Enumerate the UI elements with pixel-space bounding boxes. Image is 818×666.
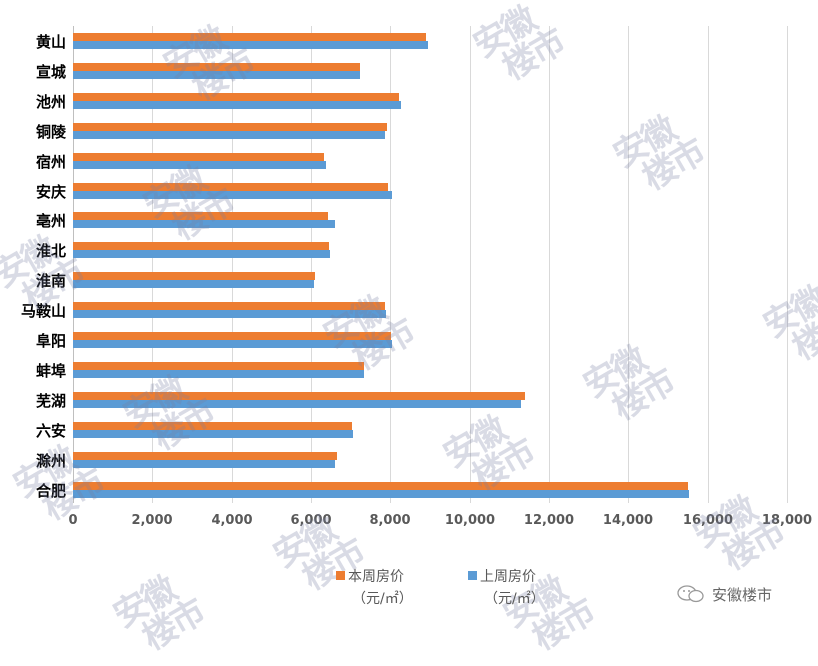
- bar-current-week: [73, 152, 325, 161]
- chart-row: 蚌埠: [0, 355, 818, 385]
- gridline: [390, 26, 391, 503]
- x-tick-label: 16,000: [682, 513, 734, 528]
- legend-label-current: 本周房价: [348, 569, 404, 585]
- bar-previous-week: [73, 399, 521, 408]
- legend-swatch-orange: [336, 571, 345, 580]
- chart-row: 亳州: [0, 205, 818, 235]
- chart-row: 合肥: [0, 475, 818, 505]
- category-label: 淮北: [35, 242, 66, 261]
- chart-row: 池州: [0, 86, 818, 116]
- bar-previous-week: [73, 130, 385, 139]
- x-tick-label: 6,000: [290, 513, 332, 528]
- x-tick-label: 18,000: [761, 513, 813, 528]
- gridline: [787, 26, 788, 503]
- category-label: 淮南: [35, 272, 66, 291]
- x-tick-label: 14,000: [602, 513, 654, 528]
- category-label: 马鞍山: [20, 302, 66, 321]
- bar-current-week: [73, 361, 365, 370]
- chart-row: 淮北: [0, 235, 818, 265]
- chart-row: 阜阳: [0, 325, 818, 355]
- wechat-icon: [677, 585, 704, 603]
- bar-current-week: [73, 391, 525, 400]
- chart-row: 宣城: [0, 56, 818, 86]
- category-label: 滁州: [35, 451, 66, 470]
- bar-current-week: [73, 62, 360, 71]
- chart-row: 宿州: [0, 146, 818, 176]
- category-label: 六安: [35, 421, 66, 440]
- bar-previous-week: [73, 160, 327, 169]
- bar-previous-week: [73, 489, 690, 498]
- gridline: [152, 26, 153, 503]
- x-tick-label: 2,000: [131, 513, 173, 528]
- category-label: 蚌埠: [35, 361, 66, 380]
- gridline: [232, 26, 233, 503]
- chart-row: 安庆: [0, 176, 818, 206]
- bar-previous-week: [73, 340, 392, 348]
- category-label: 亳州: [35, 212, 66, 231]
- footer-account: 安徽楼市: [676, 584, 772, 605]
- category-label: 宿州: [35, 152, 66, 171]
- legend-label-previous: 上周房价: [480, 569, 536, 585]
- legend-unit-previous: （元/㎡）: [484, 591, 545, 607]
- bar-previous-week: [73, 369, 365, 378]
- bar-previous-week: [73, 70, 360, 79]
- legend-unit-current: （元/㎡）: [352, 591, 413, 607]
- bar-current-week: [73, 481, 688, 490]
- category-label: 阜阳: [35, 332, 66, 350]
- chart-row: 黄山: [0, 26, 818, 56]
- bar-current-week: [73, 451, 337, 460]
- bar-current-week: [73, 272, 315, 281]
- category-label: 池州: [35, 92, 66, 111]
- chart-row: 马鞍山: [0, 295, 818, 325]
- legend-swatch-blue: [468, 571, 477, 580]
- chart-row: 六安: [0, 415, 818, 445]
- legend-item-current-week: 本周房价 （元/㎡）: [336, 566, 413, 608]
- bar-current-week: [73, 182, 388, 191]
- category-label: 铜陵: [35, 122, 66, 141]
- bar-chart: 0 2,000 4,000 6,000 8,000 10,000 12,000 14,000 1…: [0, 26, 818, 528]
- bar-previous-week: [73, 220, 335, 229]
- category-label: 宣城: [35, 62, 66, 81]
- chart-row: 芜湖: [0, 385, 818, 415]
- chart-row: 淮南: [0, 265, 818, 295]
- gridline: [470, 26, 471, 503]
- gridline: [311, 26, 312, 503]
- category-label: 安庆: [35, 182, 66, 201]
- category-label: 芜湖: [35, 391, 66, 410]
- footer-account-name: 安徽楼市: [712, 586, 773, 604]
- bar-current-week: [73, 302, 385, 311]
- category-label: 黄山: [35, 33, 66, 51]
- bar-previous-week: [73, 250, 331, 259]
- gridline: [549, 26, 550, 503]
- bar-current-week: [73, 212, 329, 221]
- bar-previous-week: [73, 459, 335, 468]
- y-axis-line: [73, 26, 74, 503]
- x-tick-label: 12,000: [523, 513, 575, 528]
- bar-previous-week: [73, 310, 386, 319]
- bar-previous-week: [73, 41, 429, 49]
- x-tick-label: 8,000: [369, 513, 411, 528]
- bar-current-week: [73, 242, 329, 251]
- bar-current-week: [73, 122, 388, 131]
- bar-previous-week: [73, 280, 314, 289]
- chart-row: 滁州: [0, 445, 818, 475]
- legend-item-previous-week: 上周房价 （元/㎡）: [468, 566, 545, 608]
- category-label: 合肥: [35, 481, 66, 500]
- bar-current-week: [73, 421, 352, 430]
- bar-previous-week: [73, 100, 402, 109]
- x-tick-label: 4,000: [211, 513, 253, 528]
- bar-current-week: [73, 332, 392, 340]
- bar-previous-week: [73, 429, 354, 438]
- bar-previous-week: [73, 190, 392, 199]
- bar-current-week: [73, 33, 427, 41]
- bar-current-week: [73, 92, 400, 101]
- chart-row: 铜陵: [0, 116, 818, 146]
- gridline: [628, 26, 629, 503]
- x-tick-label: 0: [68, 513, 78, 528]
- gridline: [708, 26, 709, 503]
- x-tick-label: 10,000: [444, 513, 496, 528]
